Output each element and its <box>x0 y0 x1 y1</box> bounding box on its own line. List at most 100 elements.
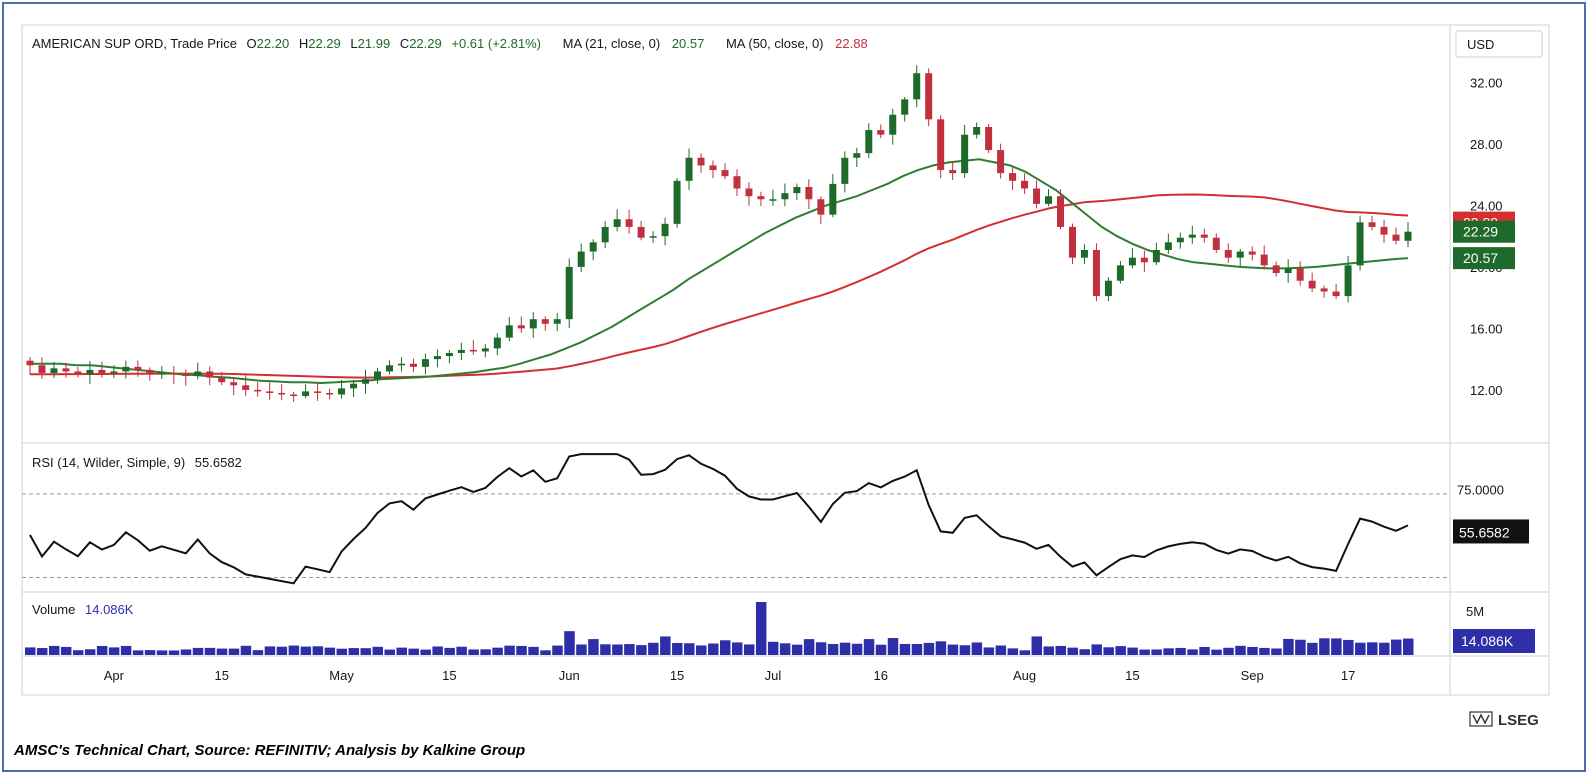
candle-body <box>1356 222 1364 266</box>
lseg-logo <box>1469 711 1493 727</box>
open-label: O <box>247 36 257 51</box>
x-tick-label: 15 <box>1125 668 1139 683</box>
volume-bar <box>60 646 72 655</box>
volume-bar <box>1175 647 1186 655</box>
candle-body <box>1212 237 1220 250</box>
volume-bar <box>180 649 192 655</box>
candle-body <box>110 371 118 373</box>
candle-body <box>1392 234 1400 241</box>
ma21-line <box>30 158 1409 385</box>
ma50-label: MA (50, close, 0) <box>726 36 824 51</box>
candle-body <box>1320 288 1328 292</box>
currency-box[interactable] <box>1455 30 1543 58</box>
candle-body <box>829 183 837 215</box>
volume-bar <box>636 645 647 655</box>
volume-bar <box>312 646 324 655</box>
volume-bar <box>504 645 515 655</box>
volume-bar <box>1211 649 1222 655</box>
volume-bar <box>755 602 767 655</box>
volume-bar <box>264 646 276 655</box>
candle-body <box>937 119 945 171</box>
candle-body <box>50 368 58 373</box>
candle-body <box>350 383 358 389</box>
rsi-legend-value: 55.6582 <box>195 455 242 470</box>
volume-bar <box>1319 638 1330 655</box>
volume-bar <box>1283 638 1294 655</box>
volume-bar <box>36 648 48 655</box>
volume-bar <box>492 647 503 655</box>
candle-body <box>721 170 729 177</box>
volume-bar <box>612 644 623 655</box>
candle-body <box>1068 226 1076 258</box>
candle-body <box>170 372 178 375</box>
low-label: L <box>350 36 357 51</box>
candle-body <box>158 372 166 375</box>
rsi-line <box>29 453 1409 585</box>
chart-svg: USD AMERICAN SUP ORD, Trade Price O22.20… <box>21 24 1550 729</box>
volume-bar <box>1247 646 1258 655</box>
volume-bar <box>672 642 683 655</box>
candle-body <box>1296 268 1304 281</box>
candle-body <box>577 251 585 267</box>
candle-body <box>1272 265 1280 274</box>
volume-bar <box>468 649 479 655</box>
candle-body <box>709 165 717 171</box>
candle-body <box>781 193 789 200</box>
price-tag-ma21 <box>1453 247 1515 270</box>
volume-bar <box>336 648 348 655</box>
candle-body <box>409 363 417 367</box>
x-tick-label: 15 <box>442 668 456 683</box>
volume-bar <box>240 645 252 655</box>
volume-bar <box>1055 645 1067 655</box>
volume-bar <box>1103 647 1114 655</box>
volume-legend: Volume 14.086K <box>32 602 134 617</box>
volume-bar <box>372 646 383 655</box>
volume-bar <box>995 645 1007 655</box>
volume-bar <box>959 645 971 655</box>
volume-bar <box>971 642 983 655</box>
candle-body <box>949 170 957 174</box>
candle-body <box>1200 234 1208 238</box>
rsi-legend: RSI (14, Wilder, Simple, 9) 55.6582 <box>32 455 242 470</box>
candle-body <box>290 394 298 397</box>
volume-bar <box>288 645 300 655</box>
candle-body <box>1236 251 1244 258</box>
candle-body <box>469 349 477 352</box>
candle-body <box>805 186 813 200</box>
volume-value-tag-label: 14.086K <box>1461 633 1514 649</box>
volume-bar <box>1379 642 1390 655</box>
candle-body <box>1033 188 1041 204</box>
candle-body <box>517 325 525 329</box>
volume-bar <box>396 647 407 655</box>
volume-bar <box>48 645 60 655</box>
candle-body <box>421 359 429 367</box>
volume-bar <box>1031 636 1043 655</box>
volume-bar <box>1331 638 1342 655</box>
volume-bar <box>25 647 36 655</box>
volume-bar <box>1355 642 1366 655</box>
x-tick-label: May <box>329 668 354 683</box>
candle-body <box>373 371 381 380</box>
candle-body <box>889 114 897 135</box>
volume-bar <box>851 643 863 655</box>
candle-body <box>1080 249 1088 258</box>
candle-body <box>1045 196 1053 204</box>
candle-body <box>74 371 82 375</box>
candle-body <box>637 226 645 238</box>
candle-body <box>901 99 909 115</box>
x-tick-label: Apr <box>104 668 125 683</box>
candle-body <box>1176 237 1184 243</box>
volume-bar <box>588 639 599 655</box>
candle-body <box>445 352 453 357</box>
volume-bar <box>1007 648 1019 655</box>
volume-bar <box>1019 650 1031 655</box>
x-tick-label: 15 <box>214 668 228 683</box>
candle-body <box>997 150 1005 174</box>
x-tick-label: Aug <box>1013 668 1036 683</box>
volume-bar <box>839 642 851 655</box>
volume-bar <box>348 648 360 655</box>
candle-body <box>613 219 621 227</box>
candle-body <box>1344 265 1352 297</box>
candle-body <box>1224 249 1232 258</box>
price-tag-close-label: 22.29 <box>1463 224 1498 240</box>
